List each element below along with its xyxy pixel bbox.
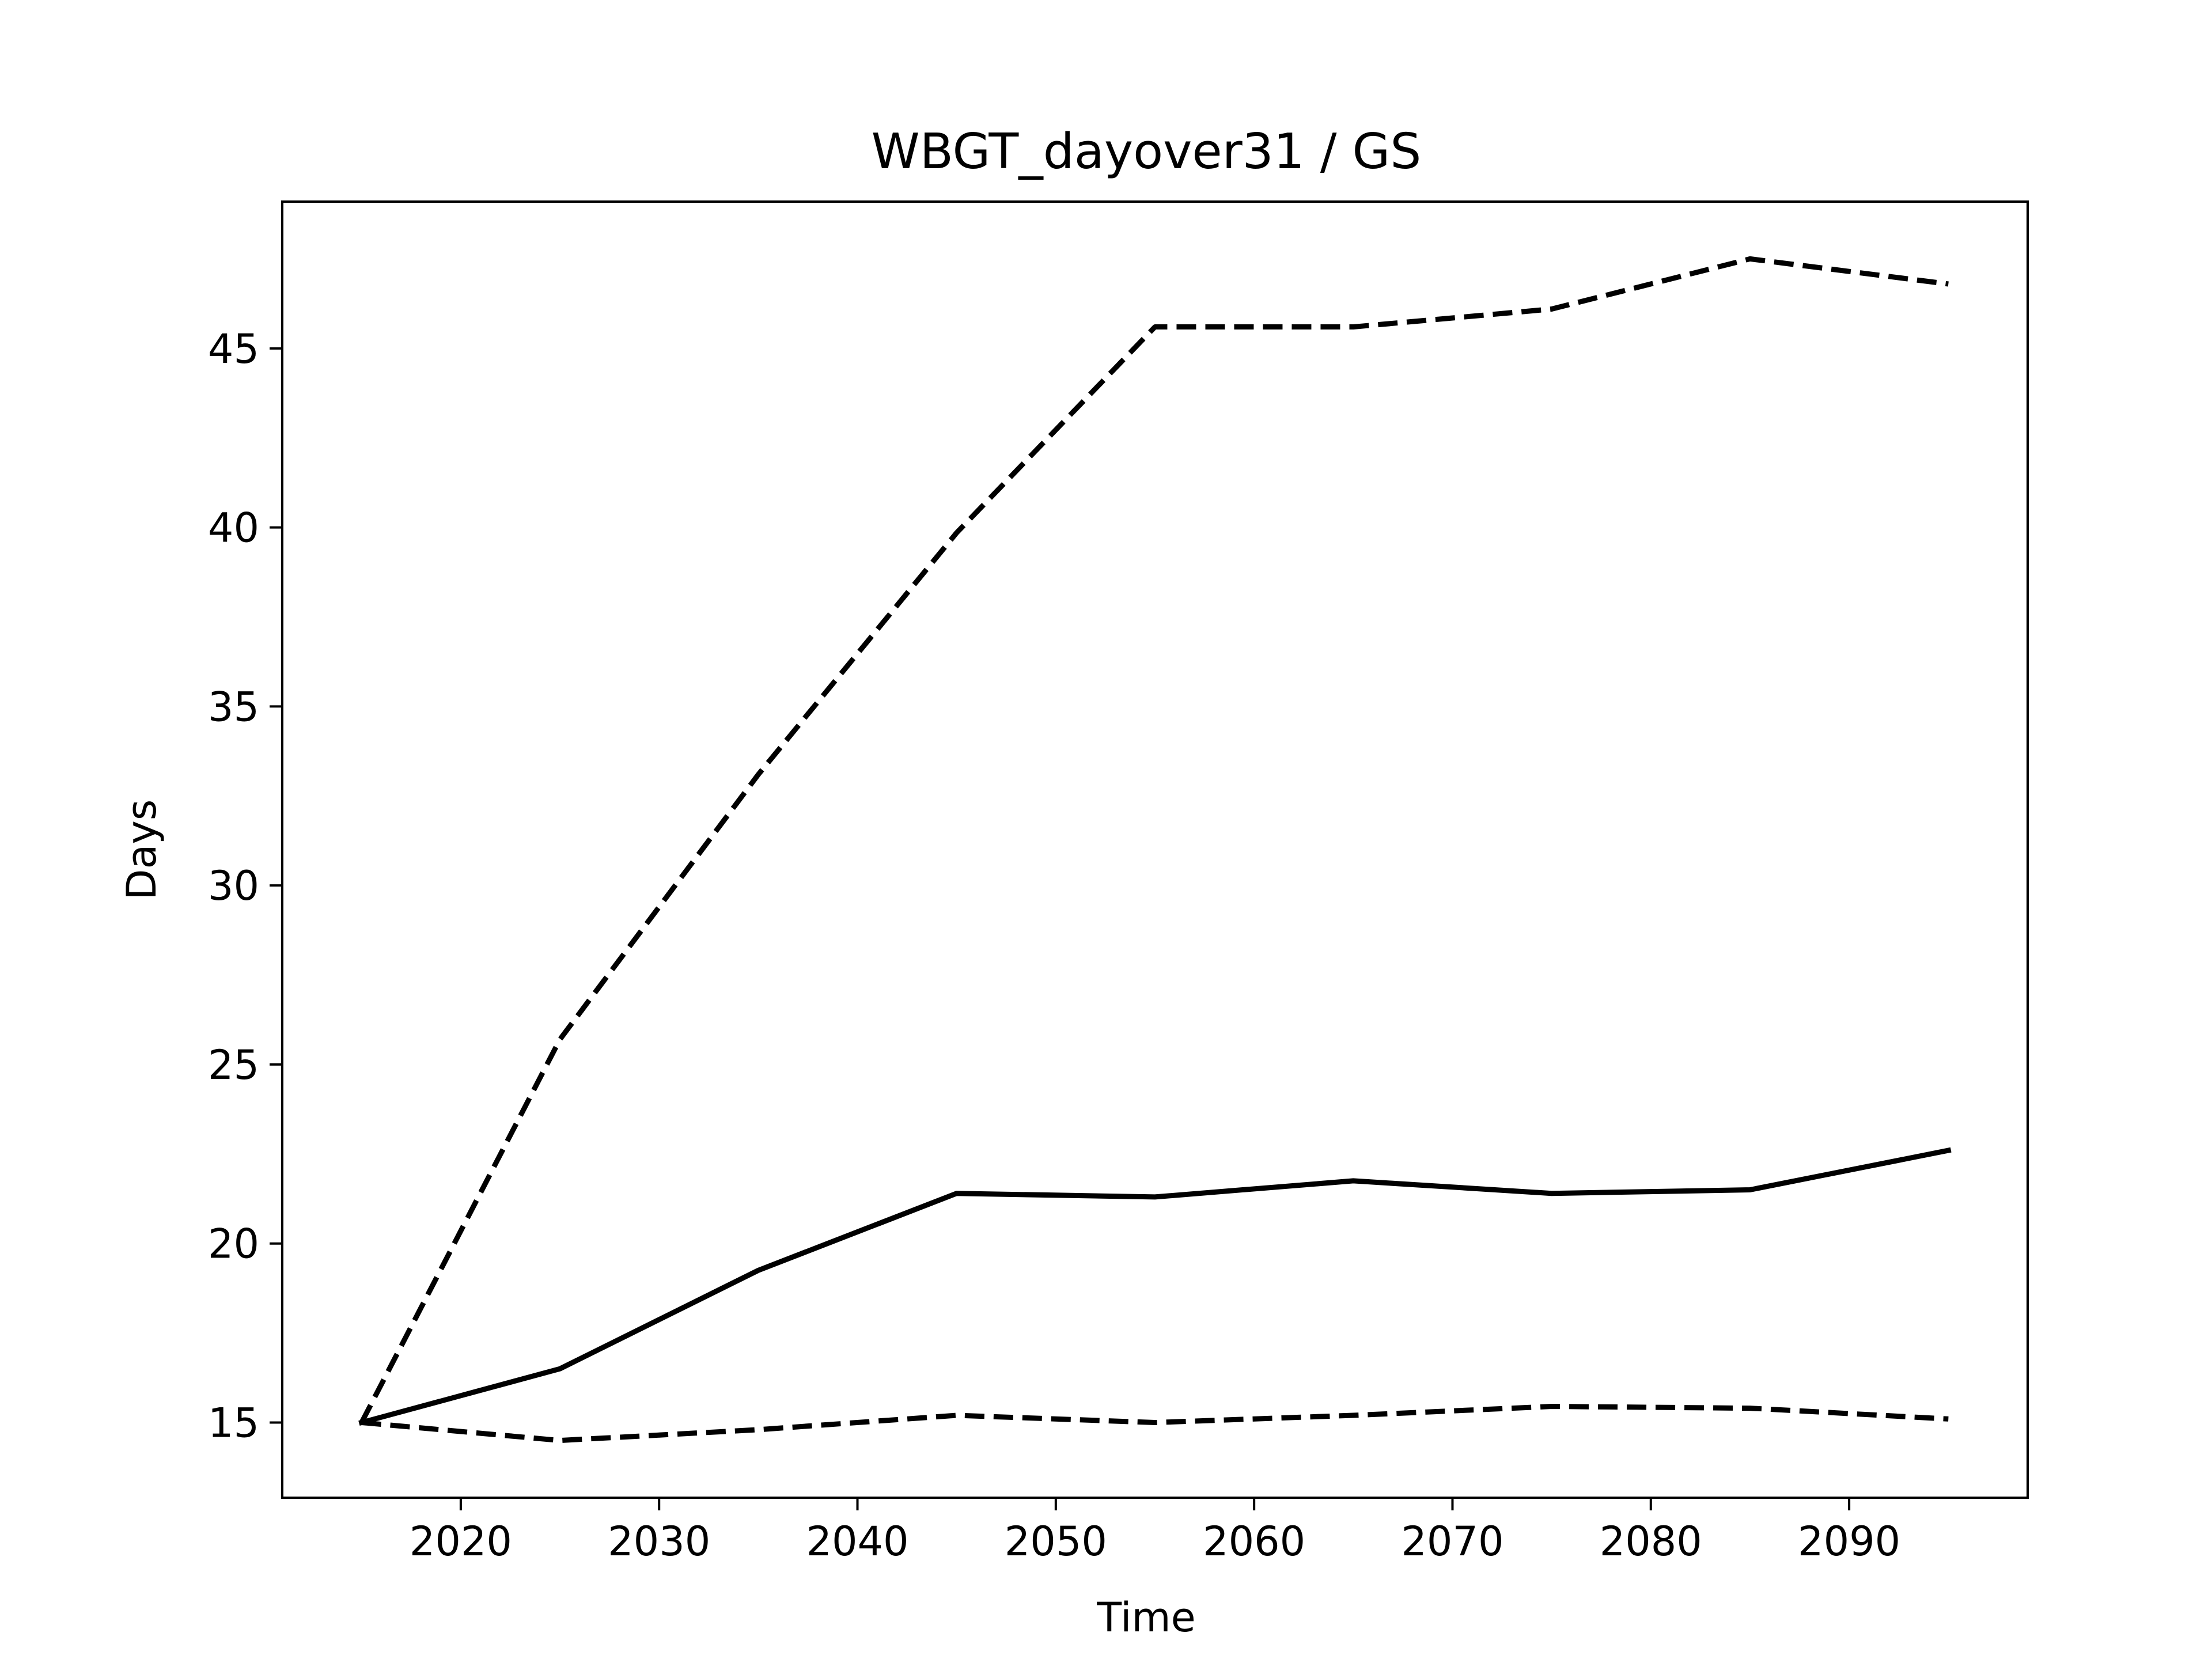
series-3-line [361, 1404, 1949, 1444]
y-tick-label-45: 45 [208, 325, 259, 373]
y-tick-label-40: 40 [208, 505, 259, 552]
y-tick-label-15: 15 [208, 1399, 259, 1446]
x-tick-label-2060: 2060 [1203, 1518, 1305, 1565]
series-1-line [358, 1147, 1952, 1426]
x-tick-label-2070: 2070 [1401, 1518, 1503, 1565]
y-tick-label-35: 35 [208, 683, 259, 730]
x-tick-label-2050: 2050 [1005, 1518, 1107, 1565]
x-tick-label-2020: 2020 [410, 1518, 512, 1565]
x-tick-label-2080: 2080 [1600, 1518, 1702, 1565]
x-axis-label: Time [1096, 1594, 1195, 1641]
y-tick-label-30: 30 [208, 862, 259, 910]
plot-frame [281, 200, 2029, 1499]
y-axis-label: Days [118, 800, 165, 900]
x-tick-label-2030: 2030 [608, 1518, 710, 1565]
plot-area: 2020 2030 2040 2050 2060 2070 2080 2090 15 20 25 30… [208, 200, 2029, 1565]
y-tick-label-20: 20 [208, 1221, 259, 1268]
x-tick-label-2040: 2040 [806, 1518, 908, 1565]
y-tick-label-25: 25 [208, 1041, 259, 1089]
x-tick-label-2090: 2090 [1798, 1518, 1900, 1565]
chart-title: WBGT_dayover31 / GS [872, 123, 1422, 180]
series-2-line [359, 256, 1949, 1424]
